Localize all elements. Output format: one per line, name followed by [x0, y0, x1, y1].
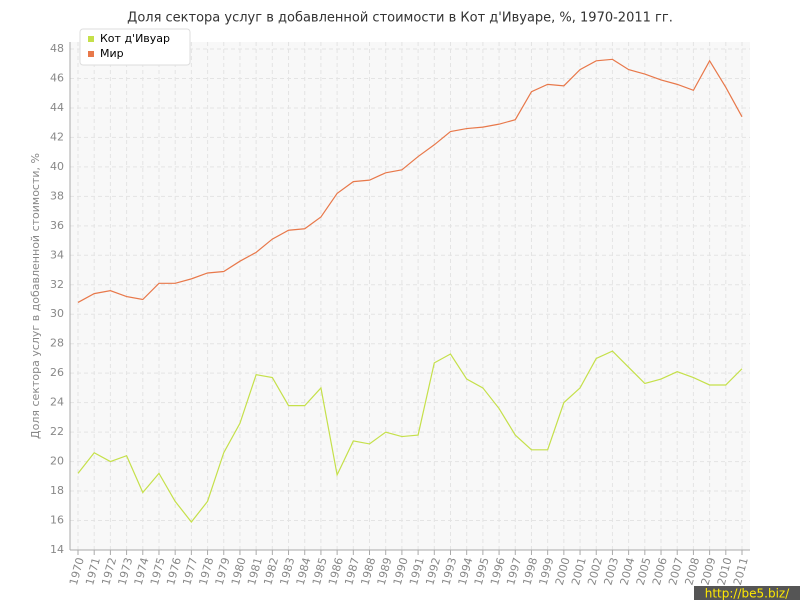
- y-tick-label: 24: [50, 396, 64, 409]
- y-tick-label: 44: [50, 101, 64, 114]
- legend-label: Мир: [100, 47, 124, 60]
- y-tick-label: 18: [50, 484, 64, 497]
- y-tick-label: 42: [50, 130, 64, 143]
- legend-swatch: [88, 36, 94, 42]
- y-tick-label: 26: [50, 366, 64, 379]
- y-tick-label: 22: [50, 425, 64, 438]
- y-tick-label: 32: [50, 278, 64, 291]
- legend-box: [79, 28, 191, 66]
- plot-area: [70, 42, 750, 550]
- y-tick-label: 16: [50, 514, 64, 527]
- y-tick-label: 14: [50, 543, 64, 556]
- legend-swatch: [88, 51, 94, 57]
- y-tick-label: 40: [50, 160, 64, 173]
- y-tick-label: 38: [50, 189, 64, 202]
- y-tick-label: 28: [50, 337, 64, 350]
- y-tick-label: 46: [50, 71, 64, 84]
- chart-title: Доля сектора услуг в добавленной стоимос…: [127, 11, 673, 26]
- y-tick-label: 34: [50, 248, 64, 261]
- series-line: [77, 350, 743, 523]
- y-tick-label: 20: [50, 455, 64, 468]
- y-tick-label: 48: [50, 42, 64, 55]
- watermark-bg: [694, 586, 800, 600]
- y-tick-label: 30: [50, 307, 64, 320]
- legend-label: Кот д'Ивуар: [100, 32, 170, 45]
- watermark: http://be5.biz/: [705, 587, 790, 600]
- series-line: [77, 58, 743, 303]
- y-tick-label: 36: [50, 219, 64, 232]
- y-axis-label: Доля сектора услуг в добавленной стоимос…: [29, 153, 42, 439]
